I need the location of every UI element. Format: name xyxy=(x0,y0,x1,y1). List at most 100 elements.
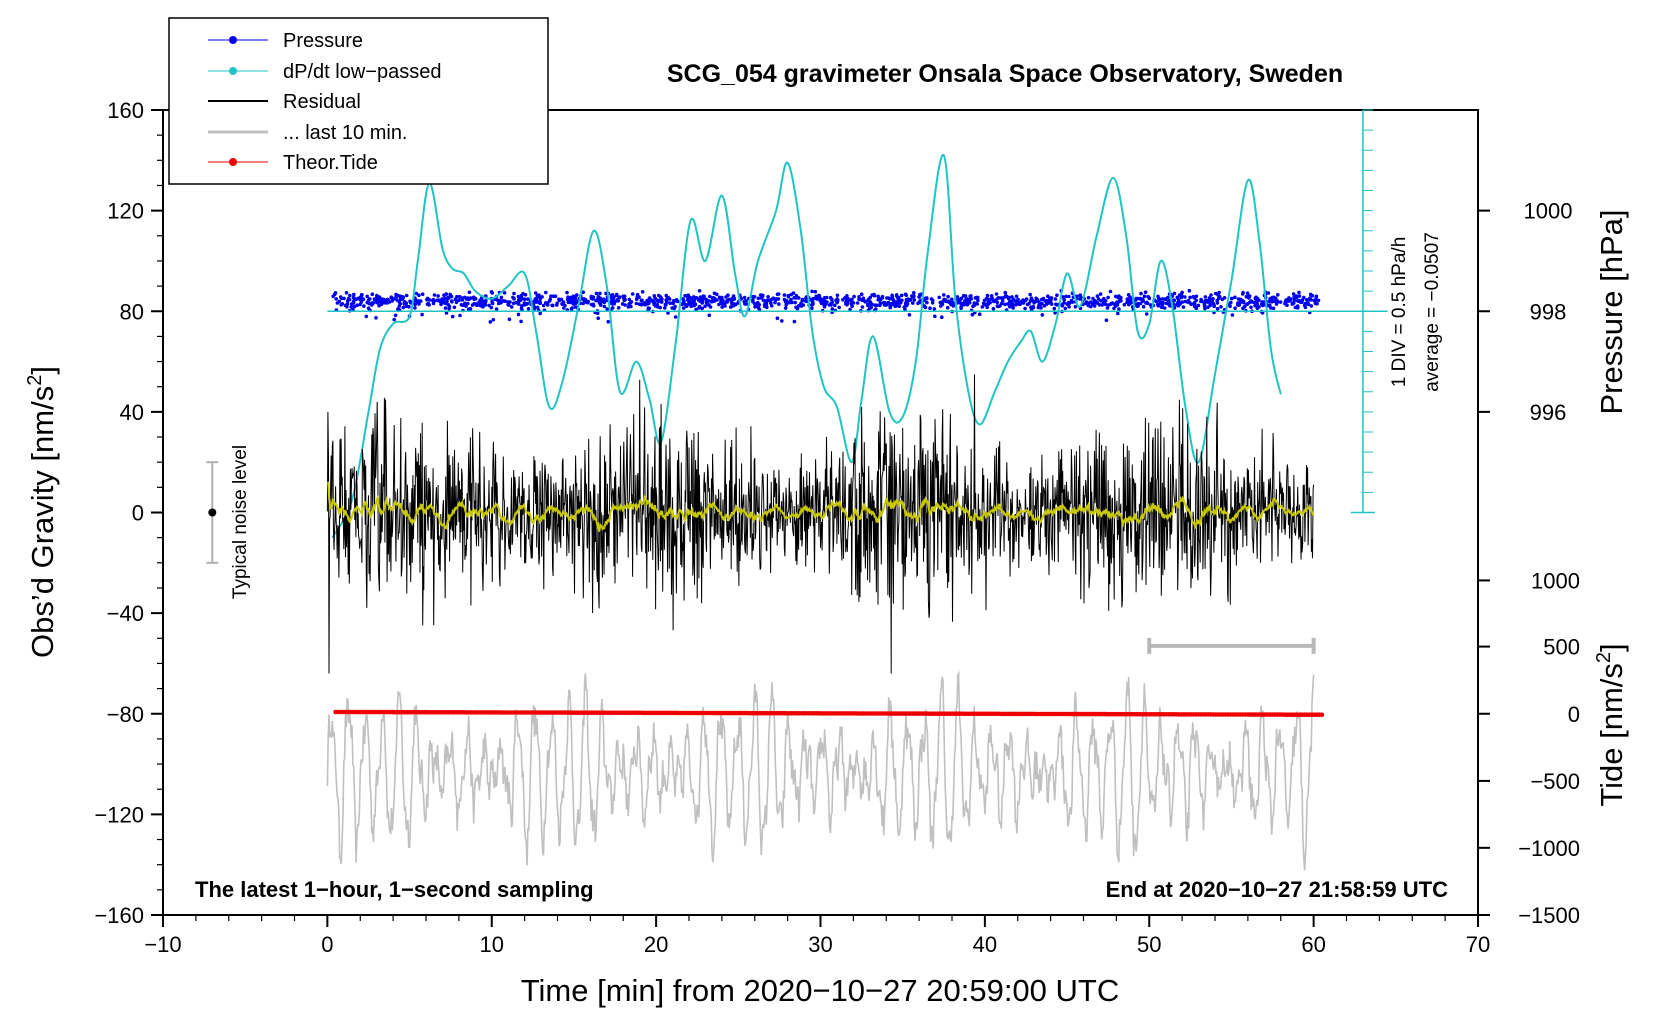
pressure-point xyxy=(373,298,377,302)
pressure-point xyxy=(756,296,761,301)
pressure-point xyxy=(962,302,966,307)
pressure-point xyxy=(697,306,701,310)
pressure-point xyxy=(610,302,615,306)
pressure-point xyxy=(719,299,723,304)
pressure-point xyxy=(621,294,625,299)
pressure-point xyxy=(1055,293,1059,298)
legend-item-pressure: Pressure xyxy=(208,30,363,52)
pressure-point xyxy=(467,290,472,295)
pressure-point xyxy=(1211,297,1215,301)
pressure-point xyxy=(494,307,499,311)
sampling-note: The latest 1−hour, 1−second sampling xyxy=(195,877,594,902)
pressure-point xyxy=(1297,290,1301,295)
pressure-point xyxy=(1300,300,1304,305)
pressure-point xyxy=(689,301,693,306)
pressure-point xyxy=(481,303,485,307)
pressure-point xyxy=(870,293,874,297)
pressure-point xyxy=(1010,295,1014,299)
pressure-point xyxy=(1257,298,1261,303)
pressure-point xyxy=(394,292,398,297)
pressure-point xyxy=(659,299,663,304)
pressure-point xyxy=(1302,303,1307,308)
pressure-point xyxy=(615,292,619,297)
pressure-point xyxy=(784,303,788,307)
pressure-point xyxy=(1091,296,1095,301)
pressure-point xyxy=(1287,296,1291,300)
pressure-point xyxy=(758,293,763,297)
pressure-point xyxy=(637,302,642,307)
pressure-point xyxy=(822,301,826,306)
pressure-point xyxy=(1095,294,1100,298)
x-tick-label: 70 xyxy=(1466,932,1490,957)
pressure-point xyxy=(468,307,473,311)
pressure-point xyxy=(1162,306,1167,310)
pressure-point xyxy=(794,296,798,300)
pressure-point xyxy=(965,298,970,303)
pressure-point xyxy=(910,295,915,299)
pressure-point xyxy=(801,303,806,307)
residual-line xyxy=(326,374,1315,674)
legend: Pressure dP/dt low−passed Residual ... l… xyxy=(168,17,549,185)
pressure-point xyxy=(526,297,530,301)
pressure-point xyxy=(395,298,399,302)
noise-level-point xyxy=(208,508,217,517)
pressure-point xyxy=(1016,302,1021,306)
pressure-point xyxy=(565,290,569,295)
pressure-point xyxy=(1147,296,1152,301)
pressure-point xyxy=(1112,306,1116,311)
pressure-point xyxy=(720,295,724,300)
pressure-point xyxy=(1078,293,1083,298)
pressure-point xyxy=(617,295,621,300)
pressure-point xyxy=(609,293,614,298)
pressure-point xyxy=(1033,299,1038,304)
pressure-point xyxy=(487,303,491,308)
pressure-point xyxy=(1136,296,1140,301)
pressure-point xyxy=(1037,300,1041,305)
y-axis-label-tide-main: Tide [nm/s xyxy=(1594,663,1629,807)
pressure-point xyxy=(549,294,553,299)
pressure-point xyxy=(959,305,963,310)
pressure-point xyxy=(345,304,349,309)
y-tick-label: 40 xyxy=(120,400,144,425)
dpdt-layer xyxy=(327,109,1388,539)
pressure-point xyxy=(835,297,839,301)
legend-item-last10: ... last 10 min. xyxy=(208,122,408,144)
pressure-point xyxy=(460,298,465,302)
pressure-point xyxy=(883,302,887,306)
pressure-point xyxy=(448,292,453,297)
pressure-point xyxy=(568,300,572,305)
pressure-point xyxy=(942,293,946,297)
pressure-point xyxy=(465,296,470,300)
pressure-point xyxy=(952,302,956,307)
pressure-point xyxy=(730,301,734,306)
y-tick-label: −40 xyxy=(107,601,144,626)
pressure-point xyxy=(818,297,823,302)
pressure-point xyxy=(1064,294,1068,299)
pressure-point xyxy=(642,301,647,305)
pressure-point xyxy=(897,304,901,309)
pressure-point xyxy=(445,297,449,302)
pressure-point xyxy=(813,289,818,294)
pressure-point xyxy=(503,299,507,304)
pressure-point xyxy=(769,304,774,308)
tide-tick-label: −1000 xyxy=(1518,836,1580,861)
pressure-point xyxy=(789,292,794,297)
pressure-point xyxy=(1215,306,1220,311)
pressure-point xyxy=(1269,306,1273,310)
pressure-point xyxy=(630,292,635,296)
pressure-point xyxy=(436,294,440,298)
pressure-point xyxy=(1105,306,1110,310)
pressure-point xyxy=(1106,295,1110,300)
pressure-point xyxy=(574,298,578,302)
pressure-point xyxy=(922,304,926,309)
pressure-point xyxy=(1122,302,1127,307)
pressure-point xyxy=(1213,291,1218,296)
pressure-point xyxy=(444,292,449,296)
pressure-point xyxy=(432,293,437,297)
pressure-point xyxy=(359,298,364,302)
pressure-point xyxy=(371,301,376,305)
last-10-min-line xyxy=(326,670,1315,871)
pressure-point xyxy=(886,300,891,305)
pressure-point xyxy=(1181,305,1186,309)
pressure-point xyxy=(851,301,856,305)
